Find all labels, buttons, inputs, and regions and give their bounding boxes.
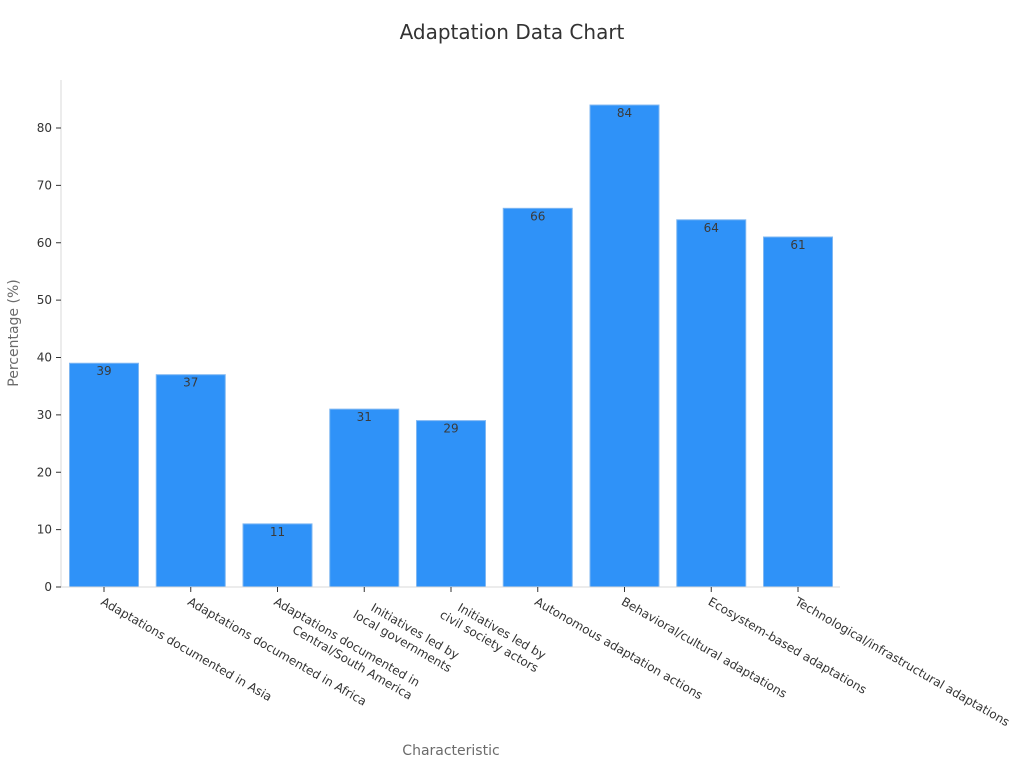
x-category-label: Autonomous adaptation actions [532,594,705,702]
y-tick-label: 60 [37,236,52,250]
y-tick-label: 50 [37,293,52,307]
bar [155,374,226,588]
x-category-label: Ecosystem-based adaptations [706,594,869,696]
bar [502,207,573,588]
x-category-labels: Adaptations documented in AsiaAdaptation… [99,587,1012,729]
data-label: 31 [357,410,372,424]
x-category-label-line: Autonomous adaptation actions [532,594,705,702]
y-tick-label: 10 [37,523,52,537]
data-labels: 39 37 11 31 29 66 84 64 61 [96,106,805,539]
x-category-label: Behavioral/cultural adaptations [619,594,789,700]
bar [416,420,486,588]
data-label: 37 [183,376,198,390]
data-label: 11 [270,525,285,539]
x-axis-title: Characteristic [402,743,499,759]
data-label: 39 [96,364,111,378]
bar [329,408,400,588]
bar [676,219,747,588]
bar [69,362,139,588]
x-category-label: Initiatives led bycivil society actors [438,594,549,675]
bar [242,523,313,588]
data-label: 84 [617,106,632,120]
y-tick-label: 80 [37,121,52,135]
y-tick-label: 40 [37,351,52,365]
y-axis-title: Percentage (%) [6,279,22,386]
x-category-label-line: Ecosystem-based adaptations [706,594,869,696]
x-category-label: Adaptations documented in Asia [99,594,275,704]
y-tick-label: 30 [37,408,52,422]
data-label: 66 [530,209,545,223]
bar [763,236,833,588]
bar [589,104,660,588]
bars-layer [69,104,833,588]
data-label: 64 [704,221,719,235]
data-label: 29 [443,422,458,436]
x-category-label-line: Behavioral/cultural adaptations [619,594,789,700]
data-label: 61 [790,238,805,252]
chart-title: Adaptation Data Chart [399,20,625,44]
y-tick-label: 0 [44,580,52,594]
y-ticks: 0 10 20 30 40 50 60 70 80 [37,121,61,594]
y-tick-label: 20 [37,465,52,479]
x-category-label-line: Adaptations documented in Asia [99,594,275,704]
y-tick-label: 70 [37,178,52,192]
